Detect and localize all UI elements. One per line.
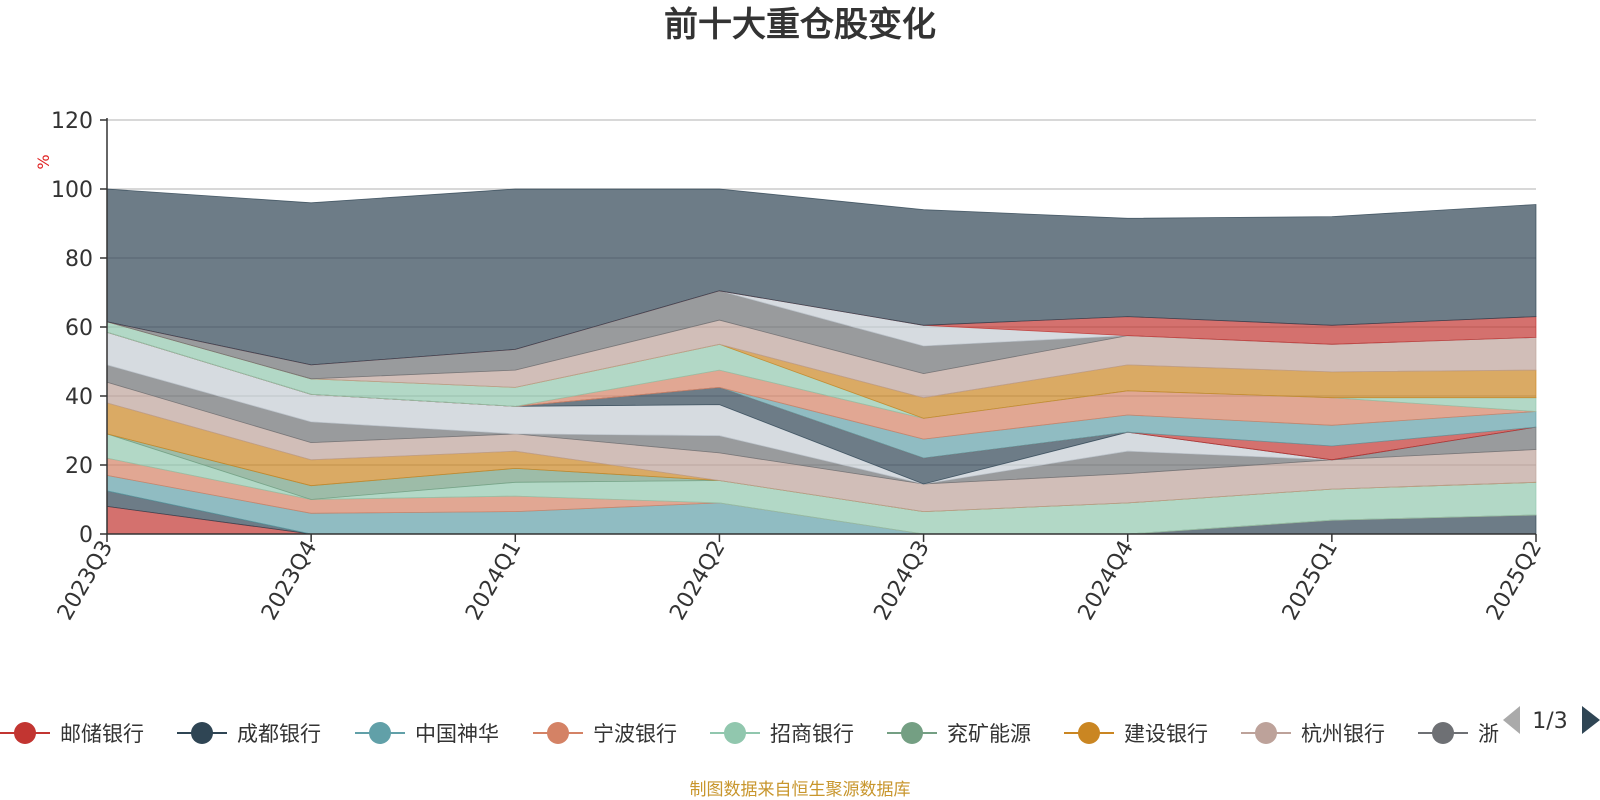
legend-item-1[interactable]: 成都银行 [177, 722, 321, 746]
chart-title: 前十大重仓股变化 [664, 5, 936, 45]
legend-item-8[interactable]: 浙 [1418, 722, 1499, 746]
x-tick-label-2: 2024Q1 [461, 537, 526, 625]
x-tick-label-7: 2025Q2 [1482, 537, 1547, 625]
legend-marker-icon [724, 722, 746, 744]
x-tick-label-1: 2023Q4 [257, 537, 322, 625]
legend-label: 建设银行 [1124, 722, 1208, 746]
y-tick-label-5: 100 [51, 178, 93, 203]
legend-label: 成都银行 [237, 722, 321, 746]
legend-label: 宁波银行 [593, 722, 677, 746]
y-tick-label-4: 80 [65, 247, 93, 272]
legend-next-icon[interactable] [1582, 706, 1600, 734]
legend-marker-icon [14, 722, 36, 744]
legend-label: 招商银行 [770, 722, 854, 746]
legend[interactable]: 邮储银行 成都银行 中国神华 宁波银行 招商银行 兖矿能源 建设银行 杭州银行 浙 [0, 722, 1499, 746]
y-tick-label-6: 120 [51, 109, 93, 134]
legend-marker-icon [369, 722, 391, 744]
y-tick-label-3: 60 [65, 316, 93, 341]
legend-item-5[interactable]: 兖矿能源 [887, 722, 1031, 746]
legend-label: 浙 [1478, 722, 1499, 746]
legend-item-7[interactable]: 杭州银行 [1241, 722, 1385, 746]
y-axis-unit: % [34, 154, 53, 169]
legend-item-0[interactable]: 邮储银行 [0, 722, 144, 746]
x-tick-label-6: 2025Q1 [1278, 537, 1343, 625]
legend-marker-icon [901, 722, 923, 744]
legend-marker-icon [547, 722, 569, 744]
data-source-note: 制图数据来自恒生聚源数据库 [690, 780, 911, 800]
legend-marker-icon [191, 722, 213, 744]
legend-marker-icon [1255, 722, 1277, 744]
y-tick-label-2: 40 [65, 385, 93, 410]
legend-label: 兖矿能源 [947, 722, 1031, 746]
legend-page-indicator: 1/3 [1532, 709, 1567, 734]
y-tick-label-1: 20 [65, 454, 93, 479]
x-tick-label-3: 2024Q2 [665, 537, 730, 625]
legend-item-4[interactable]: 招商银行 [710, 722, 854, 746]
x-tick-label-4: 2024Q3 [869, 537, 934, 625]
legend-item-6[interactable]: 建设银行 [1064, 722, 1208, 746]
y-tick-label-0: 0 [79, 523, 93, 548]
x-tick-label-5: 2024Q4 [1074, 537, 1139, 625]
area-series [106, 188, 1537, 535]
legend-item-2[interactable]: 中国神华 [355, 722, 499, 746]
legend-label: 邮储银行 [60, 722, 144, 746]
legend-label: 杭州银行 [1301, 722, 1385, 746]
legend-item-3[interactable]: 宁波银行 [533, 722, 677, 746]
legend-marker-icon [1432, 722, 1454, 744]
x-tick-label-0: 2023Q3 [53, 537, 118, 625]
legend-marker-icon [1078, 722, 1100, 744]
legend-label: 中国神华 [415, 722, 499, 746]
area-series-20 [106, 188, 1537, 366]
legend-pager[interactable]: 1/3 [1503, 706, 1600, 734]
legend-prev-icon[interactable] [1503, 706, 1520, 734]
